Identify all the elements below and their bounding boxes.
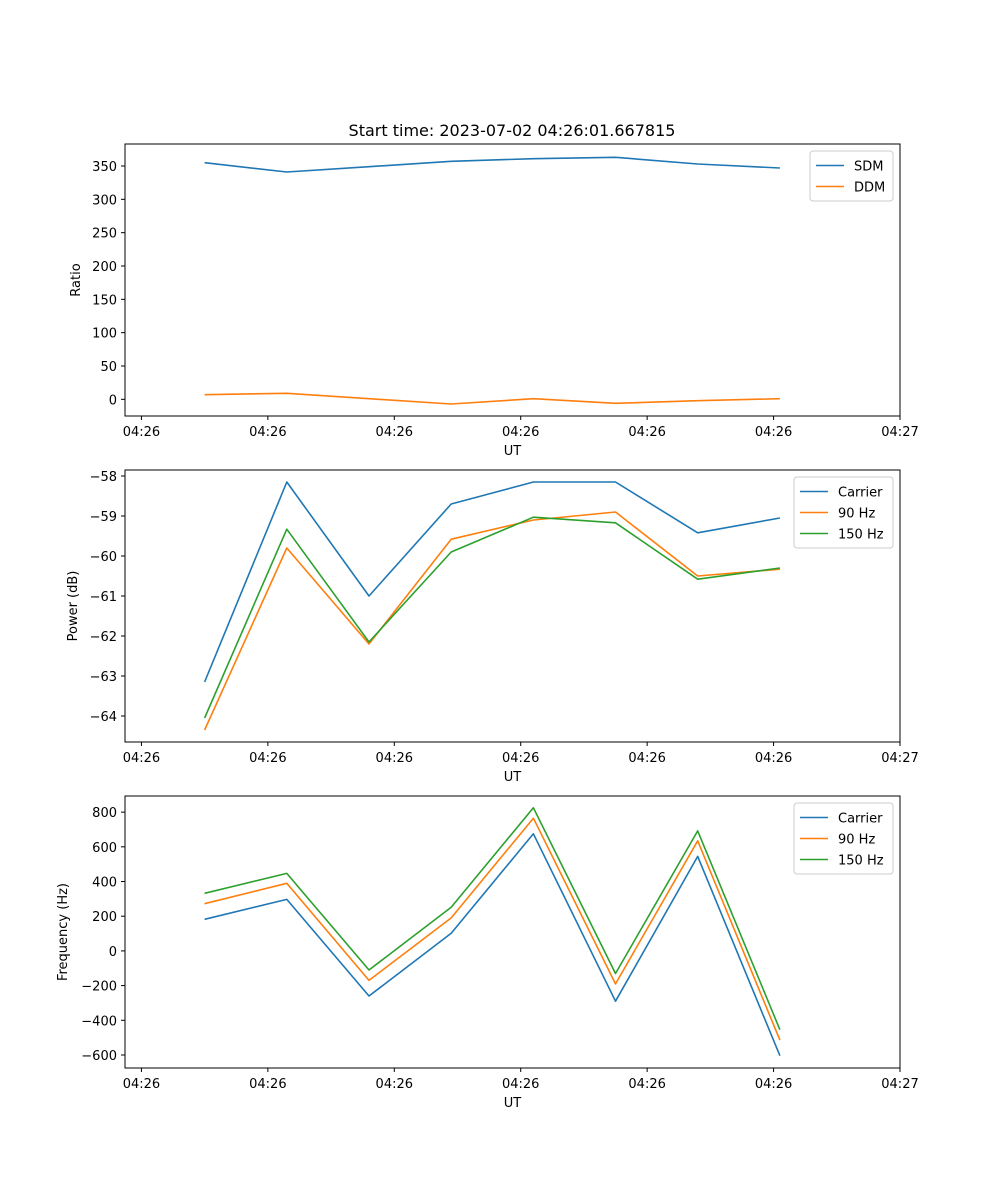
y-tick-label: −200 xyxy=(81,980,117,995)
x-tick-label: 04:26 xyxy=(376,425,413,440)
y-tick-label: 0 xyxy=(109,945,117,960)
y-tick-label: 0 xyxy=(109,393,117,408)
legend-label: 150 Hz xyxy=(838,528,884,543)
x-tick-label: 04:26 xyxy=(123,1077,160,1092)
series-line-carrier xyxy=(204,832,781,1057)
y-tick-label: 150 xyxy=(92,293,117,308)
y-tick-label: 400 xyxy=(92,876,117,891)
x-tick-label: 04:26 xyxy=(249,425,286,440)
y-tick-label: 300 xyxy=(92,193,117,208)
y-tick-label: 50 xyxy=(100,360,117,375)
x-tick-label: 04:26 xyxy=(123,425,160,440)
x-tick-label: 04:26 xyxy=(755,751,792,766)
series-line-90-hz xyxy=(203,511,780,731)
series-line-90-hz xyxy=(204,817,781,1041)
y-tick-label: 350 xyxy=(92,160,117,175)
series-line-carrier xyxy=(203,481,781,683)
y-tick-label: 800 xyxy=(92,806,117,821)
y-tick-label: −58 xyxy=(90,470,117,485)
legend-box xyxy=(809,150,894,202)
y-axis-label: Power (dB) xyxy=(66,571,81,642)
x-tick-label: 04:26 xyxy=(628,1077,665,1092)
legend-box xyxy=(793,802,894,875)
x-tick-label: 04:26 xyxy=(628,751,665,766)
x-tick-label: 04:26 xyxy=(249,751,286,766)
legend-label: SDM xyxy=(854,160,883,175)
plot-frame-1 xyxy=(124,143,901,417)
x-tick-label: 04:27 xyxy=(881,751,918,766)
y-tick-label: 100 xyxy=(92,327,117,342)
x-tick-label: 04:27 xyxy=(881,425,918,440)
chart-title: Start time: 2023-07-02 04:26:01.667815 xyxy=(349,121,676,140)
y-tick-label: 200 xyxy=(92,260,117,275)
x-tick-label: 04:26 xyxy=(502,425,539,440)
y-tick-label: 250 xyxy=(92,227,117,242)
x-tick-label: 04:27 xyxy=(881,1077,918,1092)
x-axis-label: UT xyxy=(504,444,522,459)
x-tick-label: 04:26 xyxy=(376,1077,413,1092)
x-axis-label: UT xyxy=(504,1096,522,1111)
x-tick-label: 04:26 xyxy=(755,425,792,440)
legend-label: 90 Hz xyxy=(838,507,875,522)
series-line-sdm xyxy=(204,156,780,173)
legend-label: 90 Hz xyxy=(838,833,875,848)
y-tick-label: −61 xyxy=(90,590,117,605)
legend-label: Carrier xyxy=(838,812,883,827)
series-line-ddm xyxy=(204,392,780,405)
y-tick-label: −600 xyxy=(81,1049,117,1064)
y-axis-label: Frequency (Hz) xyxy=(56,883,71,981)
y-tick-label: −64 xyxy=(90,710,117,725)
x-tick-label: 04:26 xyxy=(755,1077,792,1092)
y-axis-label: Ratio xyxy=(69,263,84,296)
legend-label: 150 Hz xyxy=(838,854,884,869)
series-line-150-hz xyxy=(204,806,781,1031)
x-tick-label: 04:26 xyxy=(502,751,539,766)
y-tick-label: 600 xyxy=(92,841,117,856)
legend-label: Carrier xyxy=(838,486,883,501)
legend-label: DDM xyxy=(854,181,885,196)
y-tick-label: −60 xyxy=(90,550,117,565)
y-tick-label: −59 xyxy=(90,510,117,525)
y-tick-label: −400 xyxy=(81,1014,117,1029)
x-tick-label: 04:26 xyxy=(249,1077,286,1092)
legend-box xyxy=(793,476,894,549)
y-tick-label: −62 xyxy=(90,630,117,645)
series-line-150-hz xyxy=(203,516,781,719)
y-tick-label: 200 xyxy=(92,910,117,925)
x-tick-label: 04:26 xyxy=(376,751,413,766)
x-tick-label: 04:26 xyxy=(628,425,665,440)
x-tick-label: 04:26 xyxy=(123,751,160,766)
x-axis-label: UT xyxy=(504,770,522,785)
x-tick-label: 04:26 xyxy=(502,1077,539,1092)
plot-frame-3 xyxy=(124,795,901,1069)
plot-frame-2 xyxy=(124,469,901,743)
y-tick-label: −63 xyxy=(90,670,117,685)
